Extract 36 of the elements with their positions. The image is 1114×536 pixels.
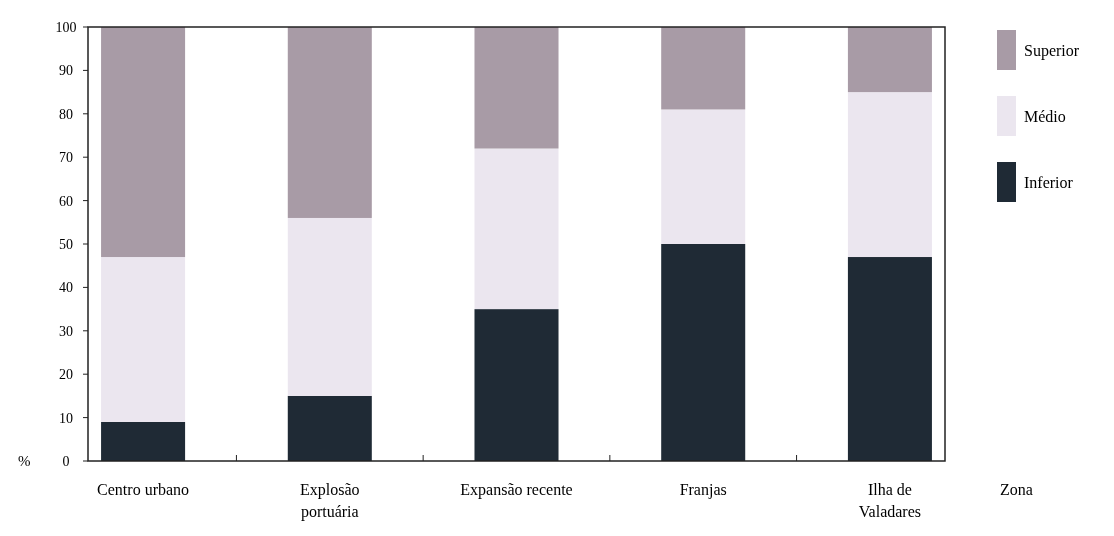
y-tick-label: 20 [59, 367, 73, 383]
bar [287, 27, 372, 218]
y-tick-label: 60 [59, 193, 73, 209]
y-tick-label: 100 [55, 19, 77, 35]
x-tick-label: Ilha de Valadares [858, 481, 922, 520]
x-tick-label: Franjas [679, 481, 727, 499]
bar [474, 27, 559, 149]
text: Médio [1024, 107, 1066, 125]
bar [101, 421, 186, 461]
bar [661, 27, 746, 110]
bar [474, 148, 559, 310]
y-tick-label: 0 [62, 453, 70, 469]
y-axis-title: % [18, 453, 31, 470]
text: Superior [1024, 41, 1080, 60]
y-tick-label: 10 [59, 410, 73, 426]
x-tick-label: Centro urbano [97, 481, 190, 498]
x-axis-title: Zona [1000, 481, 1033, 498]
text: Inferior [1024, 173, 1074, 191]
y-tick-label: 40 [59, 280, 73, 296]
bar [287, 217, 372, 396]
bar [847, 92, 932, 258]
bar [287, 395, 372, 461]
bar [661, 244, 746, 461]
y-tick-label: 70 [59, 150, 73, 166]
bar [847, 27, 932, 93]
y-tick-label: 50 [59, 236, 73, 252]
bar [101, 257, 186, 422]
x-tick-label: Expansão recente [460, 481, 573, 499]
bar [101, 27, 186, 258]
bar [474, 309, 559, 461]
y-tick-label: 90 [59, 63, 73, 79]
bar [847, 257, 932, 461]
y-tick-label: 80 [59, 106, 73, 122]
y-tick-label: 30 [59, 323, 73, 339]
x-tick-label: Explosão portuária [300, 481, 360, 521]
bar [661, 109, 746, 244]
